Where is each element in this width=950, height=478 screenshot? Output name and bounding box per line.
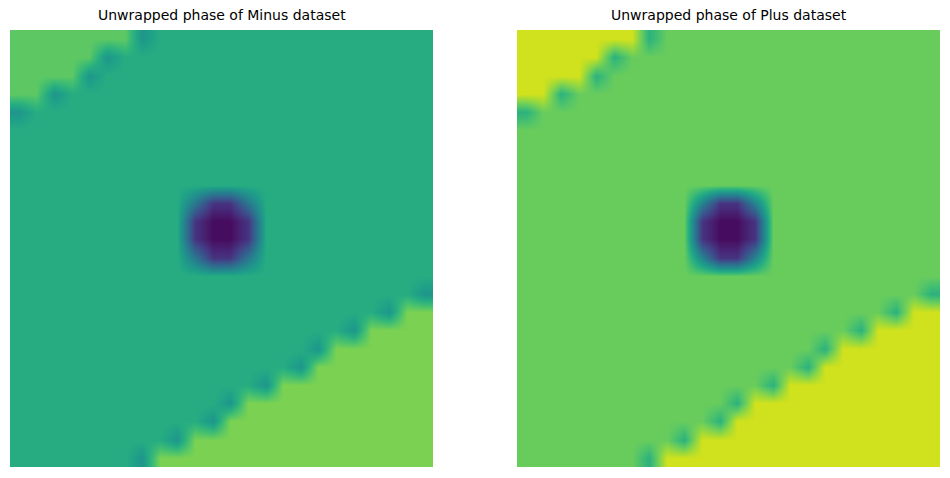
svg-text:Unwrapped phase of Plus datase: Unwrapped phase of Plus dataset [611,7,847,23]
svg-text:Unwrapped phase of Minus datas: Unwrapped phase of Minus dataset [98,7,346,23]
